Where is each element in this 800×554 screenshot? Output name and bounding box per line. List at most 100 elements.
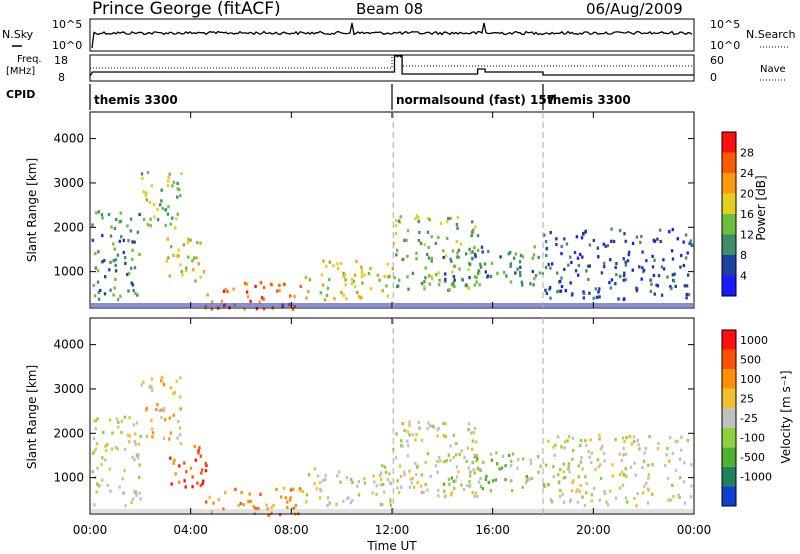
echo-cell bbox=[603, 261, 606, 265]
echo-cell bbox=[638, 265, 641, 269]
echo-cell bbox=[156, 218, 160, 222]
echo-cell bbox=[442, 249, 445, 253]
echo-cell bbox=[436, 488, 440, 492]
echo-cell bbox=[217, 498, 220, 502]
echo-cell bbox=[415, 473, 418, 477]
echo-cell bbox=[234, 487, 237, 491]
echo-cell bbox=[436, 434, 439, 438]
echo-cell bbox=[308, 473, 311, 477]
echo-cell bbox=[168, 416, 171, 420]
echo-cell bbox=[476, 466, 480, 470]
echo-cell bbox=[325, 264, 328, 269]
echo-cell bbox=[262, 297, 265, 301]
echo-cell bbox=[672, 495, 675, 499]
echo-cell bbox=[455, 223, 459, 227]
nave-label: Nave bbox=[760, 64, 786, 75]
echo-cell bbox=[671, 451, 674, 455]
echo-cell bbox=[133, 458, 136, 462]
echo-cell bbox=[97, 297, 101, 301]
echo-cell bbox=[396, 248, 399, 252]
echo-cell bbox=[245, 290, 249, 294]
echo-cell bbox=[350, 277, 354, 281]
echo-cell bbox=[162, 406, 166, 410]
echo-cell bbox=[533, 277, 536, 281]
colorbar-swatch bbox=[722, 152, 736, 173]
echo-cell bbox=[176, 195, 179, 199]
echo-cell bbox=[521, 485, 524, 489]
echo-cell bbox=[676, 439, 679, 443]
echo-cell bbox=[138, 491, 141, 495]
echo-cell bbox=[680, 448, 683, 452]
echo-cell bbox=[132, 423, 135, 427]
echo-cell bbox=[615, 261, 618, 266]
echo-cell bbox=[668, 436, 672, 440]
y-tick-label: 4000 bbox=[53, 338, 84, 352]
echo-cell bbox=[93, 503, 96, 507]
echo-cell bbox=[340, 291, 343, 295]
echo-cell bbox=[388, 472, 391, 476]
echo-cell bbox=[644, 446, 647, 451]
echo-cell bbox=[467, 466, 470, 470]
echo-cell bbox=[294, 504, 298, 508]
echo-cell bbox=[427, 274, 431, 278]
echo-cell bbox=[127, 289, 130, 293]
echo-cell bbox=[468, 485, 471, 489]
echo-cell bbox=[131, 240, 134, 244]
echo-cell bbox=[543, 484, 546, 488]
echo-cell bbox=[414, 438, 417, 442]
echo-cell bbox=[417, 220, 420, 224]
echo-cell bbox=[685, 296, 688, 300]
echo-cell bbox=[562, 462, 566, 466]
echo-cell bbox=[352, 279, 356, 283]
echo-cell bbox=[138, 463, 141, 467]
echo-cell bbox=[332, 264, 335, 268]
echo-cell bbox=[313, 482, 316, 486]
echo-cell bbox=[110, 447, 114, 451]
echo-cell bbox=[199, 454, 202, 458]
echo-cell bbox=[475, 454, 478, 458]
echo-cell bbox=[685, 284, 689, 288]
echo-cell bbox=[476, 248, 480, 252]
echo-cell bbox=[166, 184, 170, 188]
echo-cell bbox=[547, 483, 550, 487]
echo-cell bbox=[112, 293, 115, 297]
echo-cell bbox=[651, 254, 654, 258]
echo-cell bbox=[641, 266, 644, 270]
echo-cell bbox=[426, 452, 430, 456]
echo-cell bbox=[163, 418, 167, 422]
echo-cell bbox=[172, 180, 176, 184]
echo-cell bbox=[232, 287, 235, 291]
echo-cell bbox=[634, 473, 637, 477]
echo-cell bbox=[581, 467, 584, 471]
echo-cell bbox=[685, 292, 688, 297]
echo-cell bbox=[387, 275, 390, 279]
echo-cell bbox=[386, 262, 389, 266]
echo-cell bbox=[590, 451, 594, 455]
echo-cell bbox=[473, 426, 477, 430]
echo-cell bbox=[467, 422, 471, 426]
echo-cell bbox=[159, 203, 162, 207]
echo-cell bbox=[402, 257, 406, 261]
echo-cell bbox=[258, 300, 261, 304]
echo-cell bbox=[168, 274, 171, 278]
colorbar-tick-label: 25 bbox=[740, 392, 754, 405]
echo-cell bbox=[545, 253, 548, 258]
echo-cell bbox=[176, 187, 179, 191]
echo-cell bbox=[139, 497, 142, 501]
echo-cell bbox=[510, 464, 513, 468]
echo-cell bbox=[357, 295, 361, 299]
echo-cell bbox=[243, 307, 246, 311]
echo-cell bbox=[318, 496, 322, 500]
echo-cell bbox=[679, 476, 682, 480]
echo-cell bbox=[461, 278, 464, 282]
echo-cell bbox=[422, 490, 425, 494]
echo-cell bbox=[550, 500, 554, 504]
echo-cell bbox=[180, 269, 183, 274]
echo-cell bbox=[683, 284, 686, 288]
echo-cell bbox=[670, 249, 674, 253]
echo-cell bbox=[552, 445, 555, 449]
echo-cell bbox=[455, 240, 458, 244]
echo-cell bbox=[262, 285, 266, 290]
echo-cell bbox=[587, 450, 590, 454]
